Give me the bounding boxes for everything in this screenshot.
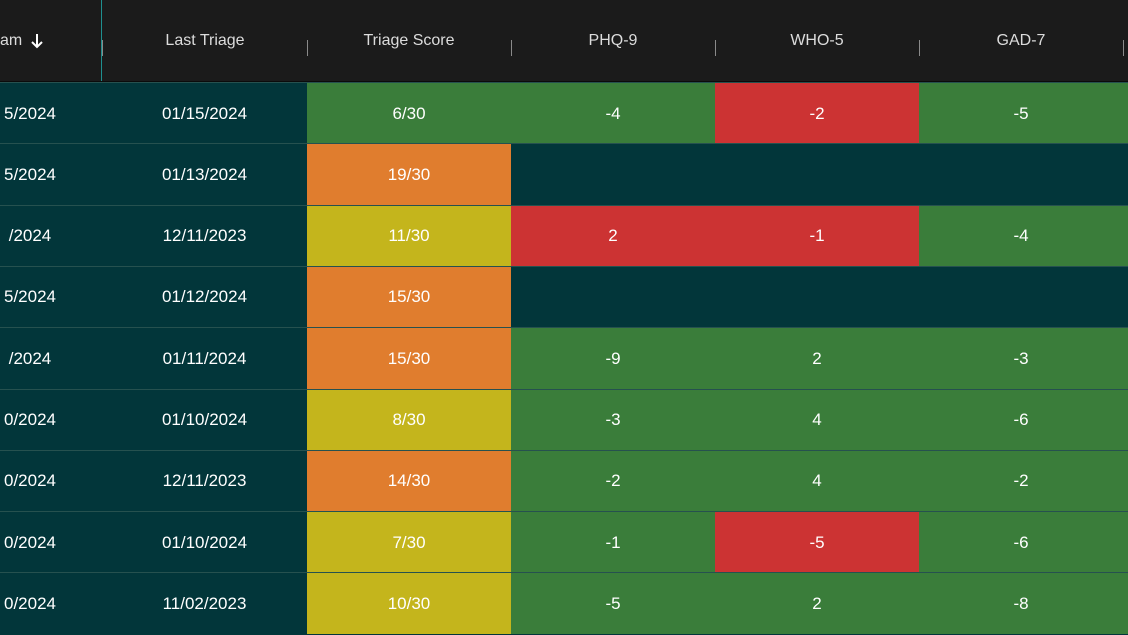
cell-exam-date: 0/2024 [4, 532, 56, 552]
table-header: am Last Triage Triage Score PHQ-9 WHO-5 … [0, 0, 1128, 82]
cell-exam-date: 5/2024 [4, 287, 56, 307]
cell-exam-date: 5/2024 [4, 103, 56, 123]
cell-last-triage: 12/11/2023 [162, 226, 247, 246]
table-row[interactable]: 0/2024 01/10/2024 7/30 -1 -5 -6 [0, 511, 1128, 574]
table-row[interactable]: 0/2024 11/02/2023 10/30 -5 2 -8 [0, 572, 1128, 635]
cell-overflow [1123, 573, 1128, 635]
table-row[interactable]: /2024 12/11/2023 11/30 2 -1 -4 [0, 204, 1128, 267]
cell-who5: -5 [715, 512, 919, 574]
column-header-label: GAD-7 [996, 31, 1046, 49]
cell-who5: 4 [715, 450, 920, 512]
column-header-triage-score[interactable]: Triage Score [307, 0, 511, 81]
table-row[interactable]: 5/2024 01/15/2024 6/30 -4 -2 -5 [0, 82, 1128, 144]
table-row[interactable]: 0/2024 12/11/2023 14/30 -2 4 -2 [0, 449, 1128, 512]
column-header-label: WHO-5 [790, 31, 844, 49]
cell-exam-date: 5/2024 [4, 164, 56, 184]
cell-who5: 4 [715, 389, 920, 451]
cell-gad7: -6 [919, 389, 1124, 451]
cell-exam-date: /2024 [8, 226, 52, 246]
cell-phq9: -5 [511, 573, 716, 635]
cell-gad7: -4 [919, 205, 1124, 267]
cell-phq9: 2 [511, 205, 715, 267]
column-resize-handle[interactable] [102, 40, 103, 56]
cell-last-triage: 01/15/2024 [161, 103, 248, 123]
cell-exam-date: 0/2024 [4, 410, 56, 429]
column-header-label: Last Triage [165, 31, 245, 49]
cell-last-triage: 01/12/2024 [161, 287, 248, 307]
cell-gad7 [919, 144, 1123, 206]
cell-phq9: -9 [511, 328, 716, 390]
column-resize-handle[interactable] [307, 40, 308, 56]
cell-last-triage: 12/11/2023 [162, 471, 247, 491]
cell-overflow [1123, 205, 1128, 267]
cell-overflow [1123, 389, 1128, 451]
cell-triage-score: 10/30 [307, 573, 511, 635]
cell-triage-score: 19/30 [307, 144, 511, 206]
cell-overflow [1123, 328, 1128, 390]
table-row[interactable]: 5/2024 01/12/2024 15/30 [0, 265, 1128, 328]
column-header-gad7[interactable]: GAD-7 [919, 0, 1123, 81]
column-header-label: PHQ-9 [588, 31, 638, 49]
table-row[interactable]: 5/2024 01/13/2024 19/30 [0, 143, 1128, 206]
cell-phq9: -4 [511, 83, 716, 144]
column-header-last-triage[interactable]: Last Triage [103, 0, 307, 81]
cell-phq9: -2 [511, 450, 716, 512]
column-resize-handle[interactable] [715, 40, 716, 56]
cell-last-triage: 01/11/2024 [162, 348, 247, 368]
cell-overflow [1123, 144, 1128, 206]
arrow-down-icon[interactable] [30, 33, 44, 49]
cell-overflow [1123, 266, 1128, 328]
cell-last-triage: 01/10/2024 [161, 410, 248, 429]
cell-exam-date: 0/2024 [4, 593, 56, 613]
cell-who5: -1 [715, 205, 919, 267]
column-header-phq9[interactable]: PHQ-9 [511, 0, 715, 81]
cell-triage-score: 14/30 [307, 450, 511, 512]
cell-who5 [715, 144, 919, 206]
cell-triage-score: 11/30 [307, 205, 511, 267]
column-resize-handle[interactable] [511, 40, 512, 56]
column-resize-handle[interactable] [919, 40, 920, 56]
cell-phq9: -1 [511, 512, 716, 574]
cell-triage-score: 8/30 [307, 389, 511, 451]
cell-gad7: -5 [919, 83, 1124, 144]
cell-phq9 [511, 266, 715, 328]
column-header-exam[interactable]: am [0, 0, 102, 81]
cell-gad7: -6 [919, 512, 1124, 574]
cell-triage-score: 7/30 [307, 512, 511, 574]
cell-gad7 [919, 266, 1123, 328]
cell-triage-score: 6/30 [307, 83, 512, 144]
table-row[interactable]: /2024 01/11/2024 15/30 -9 2 -3 [0, 327, 1128, 390]
cell-who5: -2 [715, 83, 919, 144]
cell-last-triage: 01/13/2024 [161, 164, 248, 184]
cell-overflow [1123, 450, 1128, 512]
cell-gad7: -2 [919, 450, 1124, 512]
column-resize-handle[interactable] [1123, 40, 1124, 56]
cell-who5: 2 [715, 573, 920, 635]
cell-exam-date: 0/2024 [4, 471, 56, 491]
column-header-label: am [0, 31, 23, 49]
cell-triage-score: 15/30 [307, 266, 511, 328]
cell-who5 [715, 266, 919, 328]
cell-last-triage: 01/10/2024 [161, 532, 248, 552]
table-row[interactable]: 0/2024 01/10/2024 8/30 -3 4 -6 [0, 388, 1128, 451]
column-header-label: Triage Score [363, 31, 455, 49]
cell-gad7: -8 [919, 573, 1124, 635]
cell-who5: 2 [715, 328, 920, 390]
column-header-who5[interactable]: WHO-5 [715, 0, 919, 81]
cell-phq9: -3 [511, 389, 716, 451]
cell-last-triage: 11/02/2023 [162, 593, 247, 613]
cell-phq9 [511, 144, 715, 206]
cell-gad7: -3 [919, 328, 1124, 390]
cell-exam-date: /2024 [8, 348, 52, 368]
cell-triage-score: 15/30 [307, 328, 511, 390]
cell-overflow [1123, 512, 1128, 574]
cell-overflow [1123, 83, 1128, 144]
